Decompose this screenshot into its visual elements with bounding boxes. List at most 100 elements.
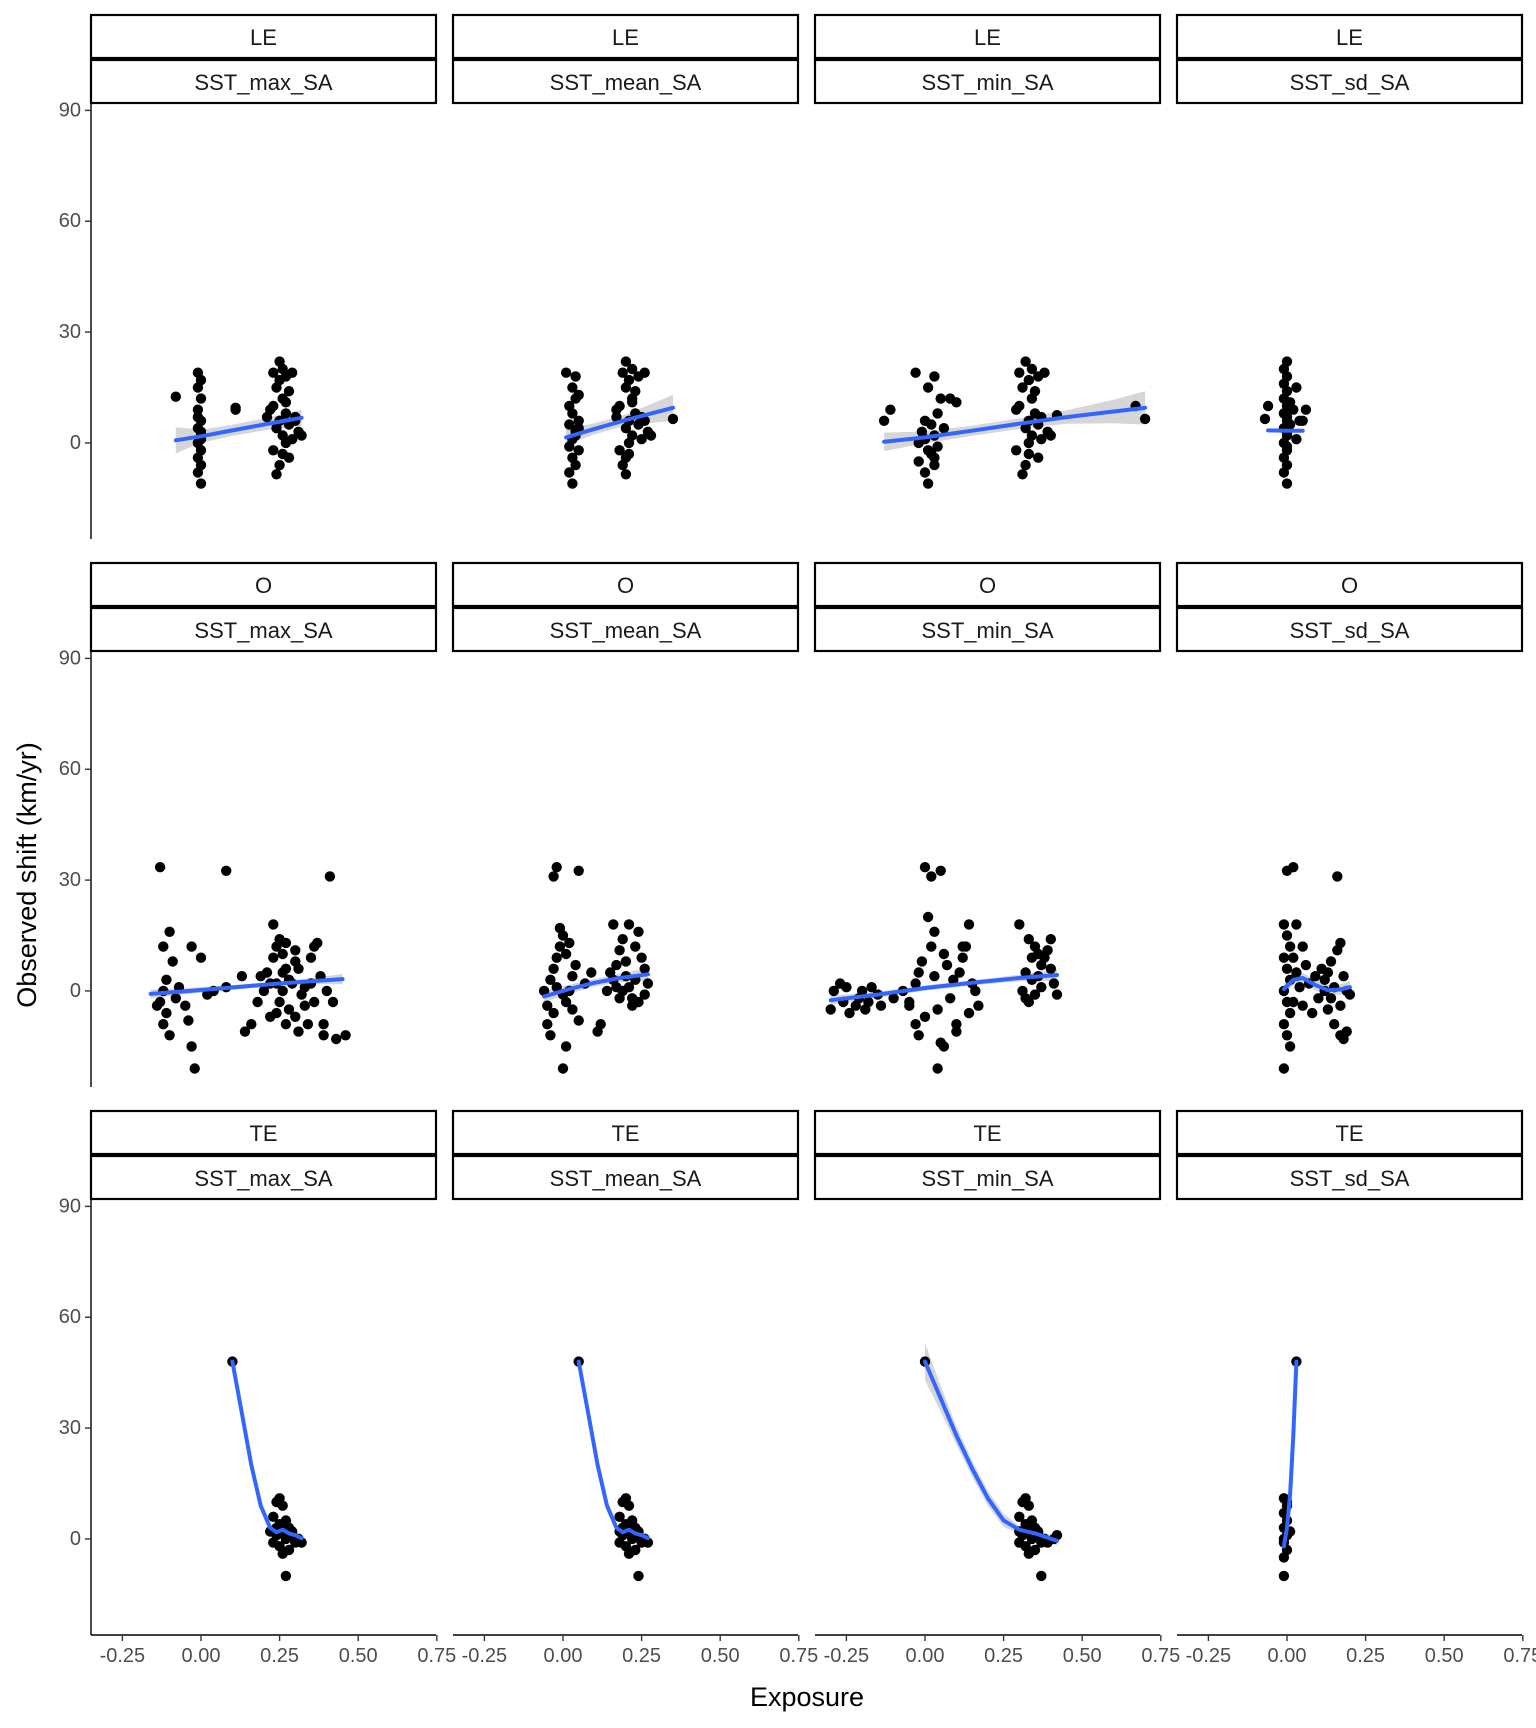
facet-strip-row: [89, 13, 438, 60]
facet-strip-row-label: LE: [250, 25, 277, 50]
y-tick-label: 90: [59, 99, 81, 121]
facet-strip-col: [451, 606, 800, 653]
data-point: [1014, 1511, 1025, 1523]
facet-strip-col: [89, 606, 438, 653]
data-point: [919, 467, 931, 478]
data-point: [564, 467, 575, 478]
data-point: [1039, 367, 1050, 378]
data-point: [268, 919, 279, 930]
data-point: [1307, 1007, 1318, 1019]
data-point: [261, 411, 273, 423]
data-point: [1281, 930, 1293, 941]
data-point: [1026, 363, 1038, 375]
data-point: [929, 926, 940, 937]
facet-strip-row: [1175, 561, 1524, 608]
data-point: [305, 952, 317, 963]
facet-strip-row-label: LE: [974, 25, 1001, 50]
data-point: [623, 1500, 635, 1511]
data-point: [239, 1026, 251, 1037]
data-point: [560, 948, 572, 960]
x-tick-label: -0.25: [100, 1645, 146, 1667]
data-point: [945, 993, 956, 1004]
data-point: [1297, 1000, 1308, 1011]
data-point: [639, 415, 650, 426]
x-tick-label: 0.50: [339, 1645, 378, 1667]
data-point: [614, 945, 625, 956]
confidence-ribbon: [578, 1354, 648, 1543]
data-point: [548, 1007, 559, 1019]
data-point: [1294, 982, 1305, 993]
facet-strip-col: [89, 58, 438, 105]
facet-strip-row: [89, 561, 438, 608]
data-point: [283, 386, 295, 397]
x-tick-label: -0.25: [824, 1645, 870, 1667]
data-point: [910, 978, 921, 989]
data-point: [1291, 382, 1302, 393]
data-point: [554, 941, 566, 952]
data-point: [929, 971, 940, 982]
data-point: [271, 423, 282, 434]
facet-strip-col-label: SST_sd_SA: [1290, 70, 1410, 95]
data-point: [941, 959, 953, 971]
data-point: [268, 1511, 279, 1523]
data-point: [973, 1000, 984, 1011]
data-point: [938, 423, 950, 434]
data-point: [863, 996, 874, 1008]
data-point: [551, 862, 562, 873]
data-point: [617, 459, 628, 471]
x-tick-label: 0.25: [1346, 1645, 1385, 1667]
data-point: [667, 413, 679, 425]
data-point: [1310, 971, 1321, 982]
data-point: [1335, 937, 1346, 949]
data-point: [221, 865, 232, 876]
data-point: [551, 952, 562, 963]
data-point: [290, 956, 301, 967]
data-point: [1338, 971, 1349, 982]
data-point: [623, 437, 635, 449]
smooth-trend-line: [828, 973, 1059, 1003]
data-point: [1284, 941, 1296, 952]
data-point: [545, 974, 556, 985]
facet-strip-col: [813, 58, 1162, 105]
facet-strip-row: [451, 1109, 800, 1156]
data-point: [1139, 413, 1151, 425]
data-point: [1014, 367, 1025, 378]
data-point: [1045, 430, 1057, 441]
data-point: [252, 996, 263, 1008]
x-tick-label: 0.75: [417, 1645, 456, 1667]
data-point: [154, 862, 166, 873]
data-point: [158, 1018, 169, 1030]
y-tick-label: 30: [59, 869, 81, 891]
data-point: [1023, 437, 1034, 449]
data-point: [1313, 993, 1324, 1004]
data-point: [633, 996, 644, 1008]
data-point: [548, 963, 559, 974]
data-point: [951, 1026, 962, 1037]
panel-le-sst-sd-sa: LE SST_sd_SA: [1175, 13, 1524, 489]
data-point: [186, 1041, 197, 1052]
data-point: [302, 1018, 314, 1030]
data-point: [161, 974, 172, 985]
data-point: [963, 1007, 975, 1019]
y-tick-label: 90: [59, 1195, 81, 1217]
data-point: [620, 423, 632, 434]
facet-strip-row-label: O: [979, 573, 996, 598]
facet-strip-row: [451, 561, 800, 608]
data-point: [1322, 967, 1334, 978]
data-point: [573, 445, 584, 456]
x-tick-label: 0.00: [1268, 1645, 1307, 1667]
data-point: [825, 1004, 836, 1015]
data-point: [192, 404, 204, 415]
data-point: [642, 1537, 654, 1548]
data-point: [296, 430, 307, 441]
data-point: [1026, 393, 1038, 404]
data-point: [633, 926, 644, 937]
data-point: [268, 445, 279, 456]
data-point: [620, 956, 632, 967]
data-point: [324, 871, 336, 882]
data-point: [293, 1026, 304, 1037]
data-point: [919, 1011, 931, 1022]
data-point: [280, 397, 292, 408]
data-point: [1017, 382, 1028, 393]
x-tick-label: -0.25: [462, 1645, 508, 1667]
